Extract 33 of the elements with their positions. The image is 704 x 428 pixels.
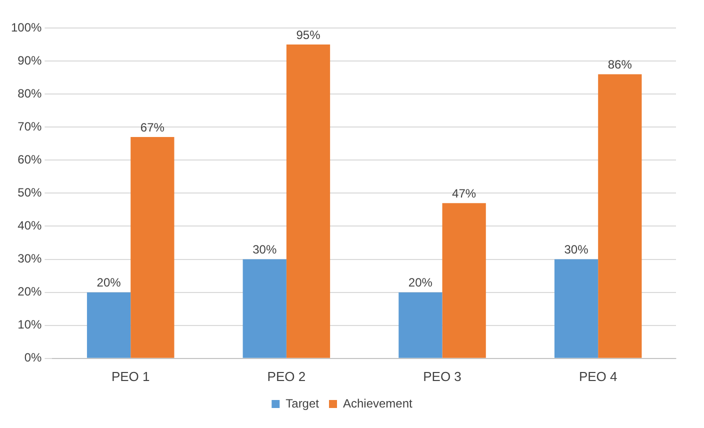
bar — [598, 74, 642, 358]
y-tick-label: 90% — [18, 53, 42, 68]
bar — [130, 137, 174, 358]
data-label: 30% — [564, 242, 589, 257]
bar — [286, 44, 330, 358]
y-tick-label: 30% — [18, 252, 42, 266]
bar — [554, 259, 598, 358]
y-tick-label: 70% — [18, 119, 42, 134]
x-tick-label: PEO 2 — [267, 368, 306, 384]
bar — [86, 292, 131, 358]
x-tick-label: PEO 4 — [578, 368, 618, 384]
data-label: 30% — [252, 242, 277, 257]
data-label: 86% — [608, 58, 632, 72]
x-tick-label: PEO 1 — [111, 368, 150, 384]
data-label: 95% — [296, 28, 321, 42]
bar — [442, 203, 486, 358]
y-tick-label: 100% — [10, 20, 42, 34]
y-tick-label: 10% — [18, 318, 42, 332]
x-tick-label: PEO 3 — [423, 368, 462, 384]
data-label: 20% — [96, 276, 122, 290]
data-label: 20% — [408, 276, 433, 290]
legend-label: Achievement — [342, 396, 414, 410]
legend-label: Target — [286, 396, 320, 410]
data-label: 47% — [452, 186, 476, 200]
bar — [398, 292, 442, 358]
bar — [242, 259, 286, 358]
y-tick-label: 60% — [18, 152, 42, 166]
y-tick-label: 20% — [18, 284, 42, 299]
y-tick-label: 50% — [18, 186, 42, 200]
y-tick-label: 40% — [18, 218, 42, 233]
y-tick-label: 80% — [18, 86, 42, 100]
y-tick-label: 0% — [24, 350, 42, 365]
data-label: 67% — [140, 120, 165, 134]
